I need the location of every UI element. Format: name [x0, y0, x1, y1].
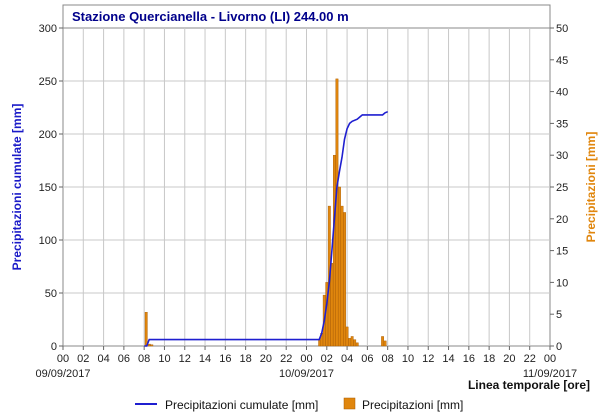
y-left-tick-label: 150: [39, 182, 57, 194]
x-tick-label: 12: [179, 353, 191, 365]
x-tick-label: 20: [260, 353, 272, 365]
x-tick-label: 12: [422, 353, 434, 365]
x-tick-label: 10: [402, 353, 414, 365]
y-right-tick-label: 10: [556, 277, 568, 289]
x-tick-label: 18: [240, 353, 252, 365]
precip-bar: [345, 326, 349, 347]
y-axis-left-label: Precipitazioni cumulate [mm]: [10, 104, 24, 271]
x-tick-label: 16: [219, 353, 231, 365]
precip-bar: [340, 205, 344, 347]
grid: [63, 28, 550, 346]
precip-bar: [330, 263, 334, 347]
precip-bar: [383, 340, 387, 347]
precip-bar: [353, 339, 357, 347]
y-left-tick-label: 50: [45, 288, 57, 300]
precip-bar: [338, 186, 341, 347]
precip-bar: [381, 336, 384, 347]
x-tick-label: 16: [463, 353, 475, 365]
y-right-tick-label: 45: [556, 55, 568, 67]
x-tick-label: 22: [524, 353, 536, 365]
y-left-tick-label: 250: [39, 76, 57, 88]
y-right-tick-label: 15: [556, 246, 568, 258]
x-tick-label: 14: [199, 353, 211, 365]
y-right-tick-label: 30: [556, 150, 568, 162]
precip-bar: [333, 154, 336, 347]
x-tick-label: 14: [442, 353, 454, 365]
x-date-label: 10/09/2017: [279, 368, 334, 380]
y-right-tick-label: 5: [556, 309, 562, 321]
x-tick-label: 08: [382, 353, 394, 365]
x-tick-label: 22: [280, 353, 292, 365]
cumulative-line-layer: [144, 110, 389, 347]
x-axis-label: Linea temporale [ore]: [468, 378, 590, 392]
y-axis-right-label: Precipitazioni [mm]: [584, 132, 598, 243]
x-tick-label: 00: [544, 353, 556, 365]
cumulative-line: [144, 110, 389, 347]
precip-bar: [355, 342, 359, 347]
chart-title: Stazione Quercianella - Livorno (LI) 244…: [72, 9, 349, 24]
legend: Precipitazioni cumulate [mm] Precipitazi…: [135, 397, 463, 412]
x-tick-label: 06: [118, 353, 130, 365]
x-tick-label: 00: [57, 353, 69, 365]
x-tick-label: 00: [300, 353, 312, 365]
y-right-tick-label: 50: [556, 23, 568, 35]
legend-label-cumulative: Precipitazioni cumulate [mm]: [165, 398, 318, 412]
x-tick-label: 04: [97, 353, 109, 365]
x-date-label: 11/09/2017: [523, 368, 577, 380]
precip-bar: [350, 336, 354, 347]
x-date-label: 09/09/2017: [35, 368, 90, 380]
y-right-tick-label: 40: [556, 87, 568, 99]
x-tick-label: 10: [158, 353, 170, 365]
y-right-tick-label: 20: [556, 214, 568, 226]
x-tick-label: 20: [503, 353, 515, 365]
y-left-tick-label: 0: [51, 341, 57, 353]
y-left-tick-label: 300: [39, 23, 57, 35]
legend-bar-swatch: [343, 397, 356, 410]
y-right-tick-label: 0: [556, 341, 562, 353]
y-left-tick-label: 200: [39, 129, 57, 141]
precip-bar: [144, 312, 148, 347]
precip-bar: [348, 338, 352, 347]
precip-bar: [343, 212, 346, 347]
legend-label-precip: Precipitazioni [mm]: [362, 398, 463, 412]
x-tick-label: 06: [361, 353, 373, 365]
precip-bar: [147, 343, 151, 347]
y-right-tick-label: 35: [556, 118, 568, 130]
y-left-tick-label: 100: [39, 235, 57, 247]
x-tick-label: 04: [341, 353, 353, 365]
x-tick-label: 02: [321, 353, 333, 365]
axes: 00 02 04 06 08 10 12 14 16 18 20 22 00 02 04 06 08 10 12 14…: [35, 23, 577, 380]
precip-bar: [150, 344, 154, 347]
precip-bar: [335, 78, 339, 347]
x-tick-label: 18: [483, 353, 495, 365]
y-right-tick-label: 25: [556, 182, 568, 194]
x-tick-label: 08: [138, 353, 150, 365]
x-tick-label: 02: [77, 353, 89, 365]
